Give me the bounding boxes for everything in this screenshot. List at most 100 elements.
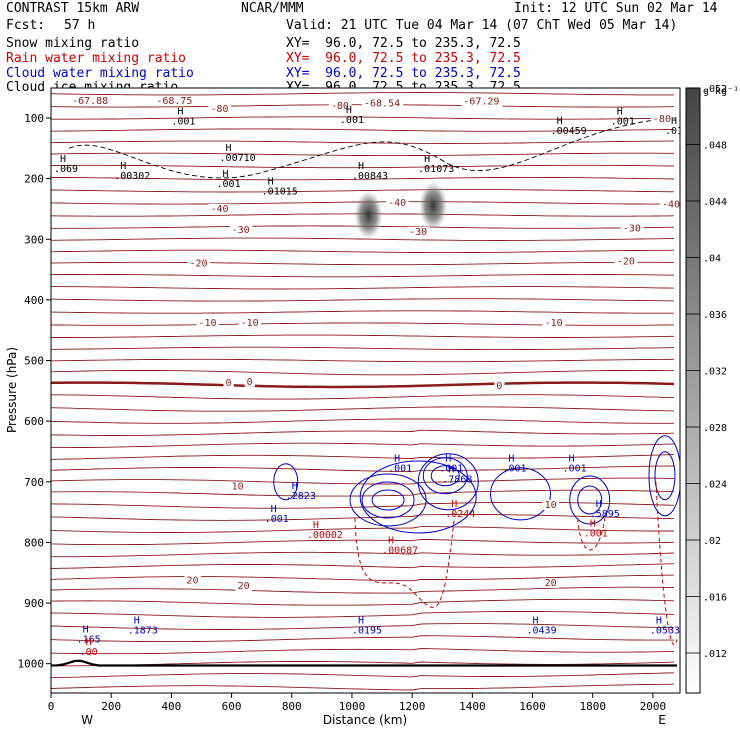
rain-max-label: .001	[584, 528, 608, 539]
rain-max-label: .00	[80, 647, 98, 658]
x-tick-label: 200	[101, 700, 121, 713]
cloud-water-contour	[648, 435, 680, 517]
valid-time: Valid: 21 UTC Tue 04 Mar 14 (07 ChT Wed …	[286, 18, 678, 33]
isotherm-label-bg	[659, 199, 680, 210]
snow-max-label-marker: H	[671, 116, 677, 127]
field-name-rain: Rain water mixing ratio	[6, 51, 187, 66]
snow-max-label: .0166	[665, 126, 695, 137]
snow-max-label: .001	[611, 117, 635, 128]
isotherm-label-bg	[229, 225, 253, 236]
minima-label-bg	[154, 96, 196, 107]
x-tick-label: 0	[48, 700, 55, 713]
isotherm-line	[51, 116, 675, 120]
snow-contour	[68, 117, 678, 179]
colorbar-tick-label: .032	[703, 367, 727, 378]
y-axis-label: Pressure (hPa)	[5, 347, 19, 433]
rain-max-label-marker: H	[313, 520, 319, 531]
cloud-water-max-label-marker: H	[448, 464, 454, 475]
x-tick-label: 1600	[519, 700, 546, 713]
cloud-water-contour	[654, 451, 676, 501]
isotherm-line	[51, 538, 675, 546]
colorbar-tick-label: .02	[703, 536, 721, 547]
field-name-cloud-water: Cloud water mixing ratio	[6, 66, 194, 81]
y-tick-label: 1000	[18, 658, 45, 671]
cloud-water-max-label-marker: H	[596, 499, 602, 510]
isotherm-line	[51, 128, 675, 132]
colorbar-tick-label: .048	[703, 141, 727, 152]
colorbar-tick-label: .012	[703, 649, 727, 660]
plot-frame	[50, 87, 681, 694]
isotherm-label-bg	[229, 481, 246, 492]
snow-max-label: .01015	[262, 186, 298, 197]
isotherm-label-bg	[620, 223, 644, 234]
isotherm-line	[51, 394, 675, 400]
cloud-water-max-label: .001	[388, 463, 412, 474]
y-tick-label: 900	[24, 597, 44, 610]
cloud-water-max-label-marker: H	[445, 453, 451, 464]
snow-max-label-marker: H	[268, 176, 274, 187]
snow-max-label-marker: H	[617, 107, 623, 118]
snow-max-label-marker: H	[358, 161, 364, 172]
cloud-water-max-label: .0439	[527, 625, 557, 636]
y-tick-label: 300	[24, 233, 44, 246]
rain-max-label-marker: H	[590, 518, 596, 529]
isotherm-line	[51, 598, 675, 606]
cloud-water-max-label: .0533	[650, 625, 680, 636]
isotherm-label-bg	[542, 317, 566, 328]
snow-max-label: .001	[171, 117, 195, 128]
snow-max-label-marker: H	[557, 116, 563, 127]
snow-max-label-marker: H	[424, 154, 430, 165]
isotherm-label: 0	[226, 378, 232, 389]
cloud-water-contour	[359, 460, 477, 534]
field-xy-rain: XY= 96.0, 72.5 to 235.3, 72.5	[286, 51, 521, 66]
isotherm-line	[51, 140, 674, 144]
isotherm-label-bg	[386, 197, 409, 208]
colorbar-tick-label: .044	[703, 197, 727, 208]
cloud-water-max-label: .5895	[590, 509, 620, 520]
cloud-water-max-label: .2823	[286, 491, 316, 502]
isotherm-line	[51, 322, 675, 326]
isotherm-line	[51, 189, 675, 193]
x-end-east: E	[658, 713, 666, 727]
isotherm-label: -10	[198, 318, 216, 329]
cloud-water-max-label: .7868	[442, 474, 472, 485]
isotherm-line	[51, 465, 675, 473]
colorbar-tick-label: .024	[703, 480, 727, 491]
isotherm-line	[51, 623, 675, 630]
isotherm-label-bg	[238, 317, 262, 328]
rain-contour	[655, 481, 678, 646]
minima-label-bg	[361, 98, 404, 109]
rain-max-label: .0244	[445, 509, 475, 520]
rain-max-label: .00687	[382, 545, 418, 556]
cloud-water-contour	[569, 475, 611, 525]
cloud-water-contour	[422, 457, 468, 495]
cloud-water-max-label: .001	[265, 514, 289, 525]
colorbar-ramp	[685, 87, 701, 694]
cloud-water-max-label-marker: H	[134, 615, 140, 626]
field-name-snow: Snow mixing ratio	[6, 36, 140, 51]
isotherm-label: 20	[545, 578, 557, 589]
isotherm-label-bg	[223, 377, 234, 388]
isotherm-label-bg	[184, 575, 201, 586]
x-end-west: W	[81, 713, 93, 727]
isotherm-label: 20	[238, 581, 250, 592]
cloud-ice-core	[419, 181, 448, 230]
surface-line	[51, 659, 677, 667]
snow-max-label-marker: H	[223, 169, 229, 180]
isotherm-label-bg	[208, 203, 232, 214]
cloud-water-contour	[273, 463, 299, 501]
isotherm-line	[51, 611, 675, 618]
rain-max-label: .00002	[307, 530, 343, 541]
isotherm-label: 20	[186, 576, 198, 587]
rain-max-label-marker: H	[86, 637, 92, 648]
y-tick-label: 200	[24, 173, 44, 186]
isotherm-label-bg	[187, 258, 211, 269]
x-tick-label: 800	[282, 700, 302, 713]
isotherm-label: -30	[623, 223, 641, 234]
snow-max-label: .00459	[551, 126, 587, 137]
isotherm-label: 0	[496, 381, 502, 392]
isotherm-line	[51, 249, 675, 254]
snow-max-label-marker: H	[226, 143, 232, 154]
isotherm-line	[51, 526, 674, 533]
